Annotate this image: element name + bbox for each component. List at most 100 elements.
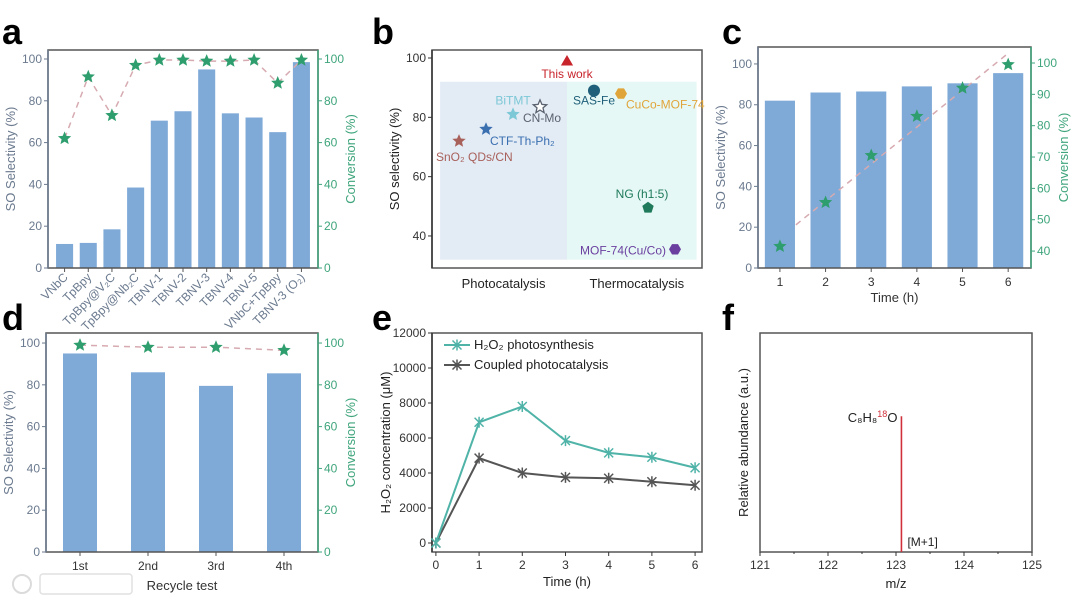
x-tick-label: 5 xyxy=(959,275,966,289)
point-label: CTF-Th-Ph₂ xyxy=(490,134,555,148)
right-tick-label: 100 xyxy=(324,52,344,66)
right-axis-label: Conversion (%) xyxy=(1056,113,1071,203)
x-tick-label: 4 xyxy=(605,558,612,572)
conversion-star xyxy=(271,76,285,89)
panel-letter-c: c xyxy=(722,11,742,52)
x-tick-label: 2 xyxy=(519,558,526,572)
panel-b: Photocatalysis Thermocatalysis 40 60 80 100 SO… xyxy=(387,49,705,291)
left-axis-label: SO Selectivity (%) xyxy=(3,107,18,212)
bar xyxy=(221,113,239,268)
right-tick-label: 0 xyxy=(324,545,331,559)
region-photocatalysis xyxy=(440,81,567,260)
point-label: NG (h1:5) xyxy=(616,187,669,201)
panel-letter-d: d xyxy=(2,297,24,338)
right-tick-label: 20 xyxy=(324,219,338,233)
panel-c: 0 20 40 60 80 100 40 50 60 70 80 90 100 1 2 3 4 5 6 SO Sele… xyxy=(713,46,1071,305)
x-axis-label: Time (h) xyxy=(871,290,919,305)
bar xyxy=(56,243,74,268)
x-tick-label: 1 xyxy=(777,275,784,289)
bar xyxy=(267,373,301,552)
conversion-star xyxy=(141,340,155,353)
category-label: Thermocatalysis xyxy=(589,276,684,291)
point-label: CuCo-MOF-74 xyxy=(626,98,705,112)
right-axis-label: Conversion (%) xyxy=(343,114,358,204)
point-label: SAS-Fe xyxy=(573,94,615,108)
x-tick-label: 125 xyxy=(1022,558,1042,572)
asterisk-marker xyxy=(646,451,657,463)
right-tick-label: 100 xyxy=(324,336,344,350)
panel-letter-b: b xyxy=(372,11,394,52)
point-marker-triangle xyxy=(560,55,574,66)
right-tick-label: 50 xyxy=(1037,213,1051,227)
conversion-star xyxy=(81,69,95,83)
conversion-star xyxy=(955,81,970,94)
left-tick-label: 40 xyxy=(413,229,427,243)
plot-frame xyxy=(759,332,1033,553)
asterisk-marker xyxy=(646,476,657,488)
x-tick-label: 4 xyxy=(914,275,921,289)
right-tick-label: 60 xyxy=(324,420,338,434)
peak-formula: C₈H₈18O xyxy=(848,409,898,425)
bar xyxy=(245,117,263,269)
left-tick-label: 40 xyxy=(739,179,753,193)
left-axis-label: SO Selectivity (%) xyxy=(1,390,16,495)
bar xyxy=(103,229,121,268)
asterisk-marker xyxy=(474,452,485,464)
panel-letter-e: e xyxy=(372,297,392,338)
left-tick-label: 80 xyxy=(413,110,427,124)
legend-label: Coupled photocatalysis xyxy=(474,357,609,372)
panel-f: 121 122 123 124 125 m/z Relative abundance (a.… xyxy=(736,332,1042,591)
point-label: MOF-74(Cu/Co) xyxy=(580,243,666,257)
x-tick-label: 3 xyxy=(868,275,875,289)
bar xyxy=(810,92,841,268)
y-axis-label: SO selectivity (%) xyxy=(387,108,402,211)
left-tick-label: 20 xyxy=(29,219,43,233)
left-tick-label: 8000 xyxy=(399,396,426,410)
bar xyxy=(131,372,165,552)
right-tick-label: 80 xyxy=(324,94,338,108)
asterisk-marker xyxy=(690,462,701,474)
point-label: SnO₂ QDs/CN xyxy=(436,150,513,164)
left-tick-label: 60 xyxy=(29,136,43,150)
left-tick-label: 20 xyxy=(27,503,41,517)
bar xyxy=(174,111,192,268)
conversion-star xyxy=(247,53,261,66)
point-label: BiTMT xyxy=(495,93,531,107)
bar xyxy=(947,83,978,268)
x-tick-label: 2nd xyxy=(138,559,158,573)
left-tick-label: 80 xyxy=(29,94,43,108)
left-tick-label: 6000 xyxy=(399,431,426,445)
right-tick-label: 40 xyxy=(324,461,338,475)
point-label: CN-Mo xyxy=(523,111,561,125)
conversion-star xyxy=(209,340,223,353)
conversion-fit-line xyxy=(795,52,1009,226)
legend-label: H₂O₂ photosynthesis xyxy=(474,337,594,352)
x-tick-label: 1 xyxy=(476,558,483,572)
x-tick-label: 3rd xyxy=(207,559,224,573)
watermark-icon xyxy=(12,574,32,594)
ion-label: [M+1] xyxy=(907,535,937,549)
left-tick-label: 0 xyxy=(35,261,42,275)
left-tick-label: 100 xyxy=(20,336,40,350)
x-tick-label: 6 xyxy=(1005,275,1012,289)
right-tick-label: 80 xyxy=(1037,119,1051,133)
right-tick-label: 90 xyxy=(1037,87,1051,101)
conversion-line xyxy=(79,344,285,352)
conversion-star xyxy=(294,53,309,66)
x-tick-label: 121 xyxy=(750,558,770,572)
right-tick-label: 80 xyxy=(324,378,338,392)
left-tick-label: 12000 xyxy=(393,326,427,340)
left-tick-label: 4000 xyxy=(399,466,426,480)
left-tick-label: 100 xyxy=(22,52,42,66)
point-marker-hexagon xyxy=(615,88,627,99)
watermark-logo xyxy=(12,573,133,595)
conversion-star xyxy=(223,54,237,67)
conversion-star xyxy=(105,108,119,122)
x-tick-label: 2 xyxy=(822,275,829,289)
asterisk-marker xyxy=(451,359,463,371)
panel-d: 0 20 40 60 80 100 0 20 40 60 80 100 1st 2nd 3rd 4th SO S… xyxy=(1,332,358,593)
x-axis-label: Time (h) xyxy=(543,574,591,589)
left-tick-label: 20 xyxy=(739,220,753,234)
point-marker-star xyxy=(506,107,520,120)
bar xyxy=(79,242,97,268)
